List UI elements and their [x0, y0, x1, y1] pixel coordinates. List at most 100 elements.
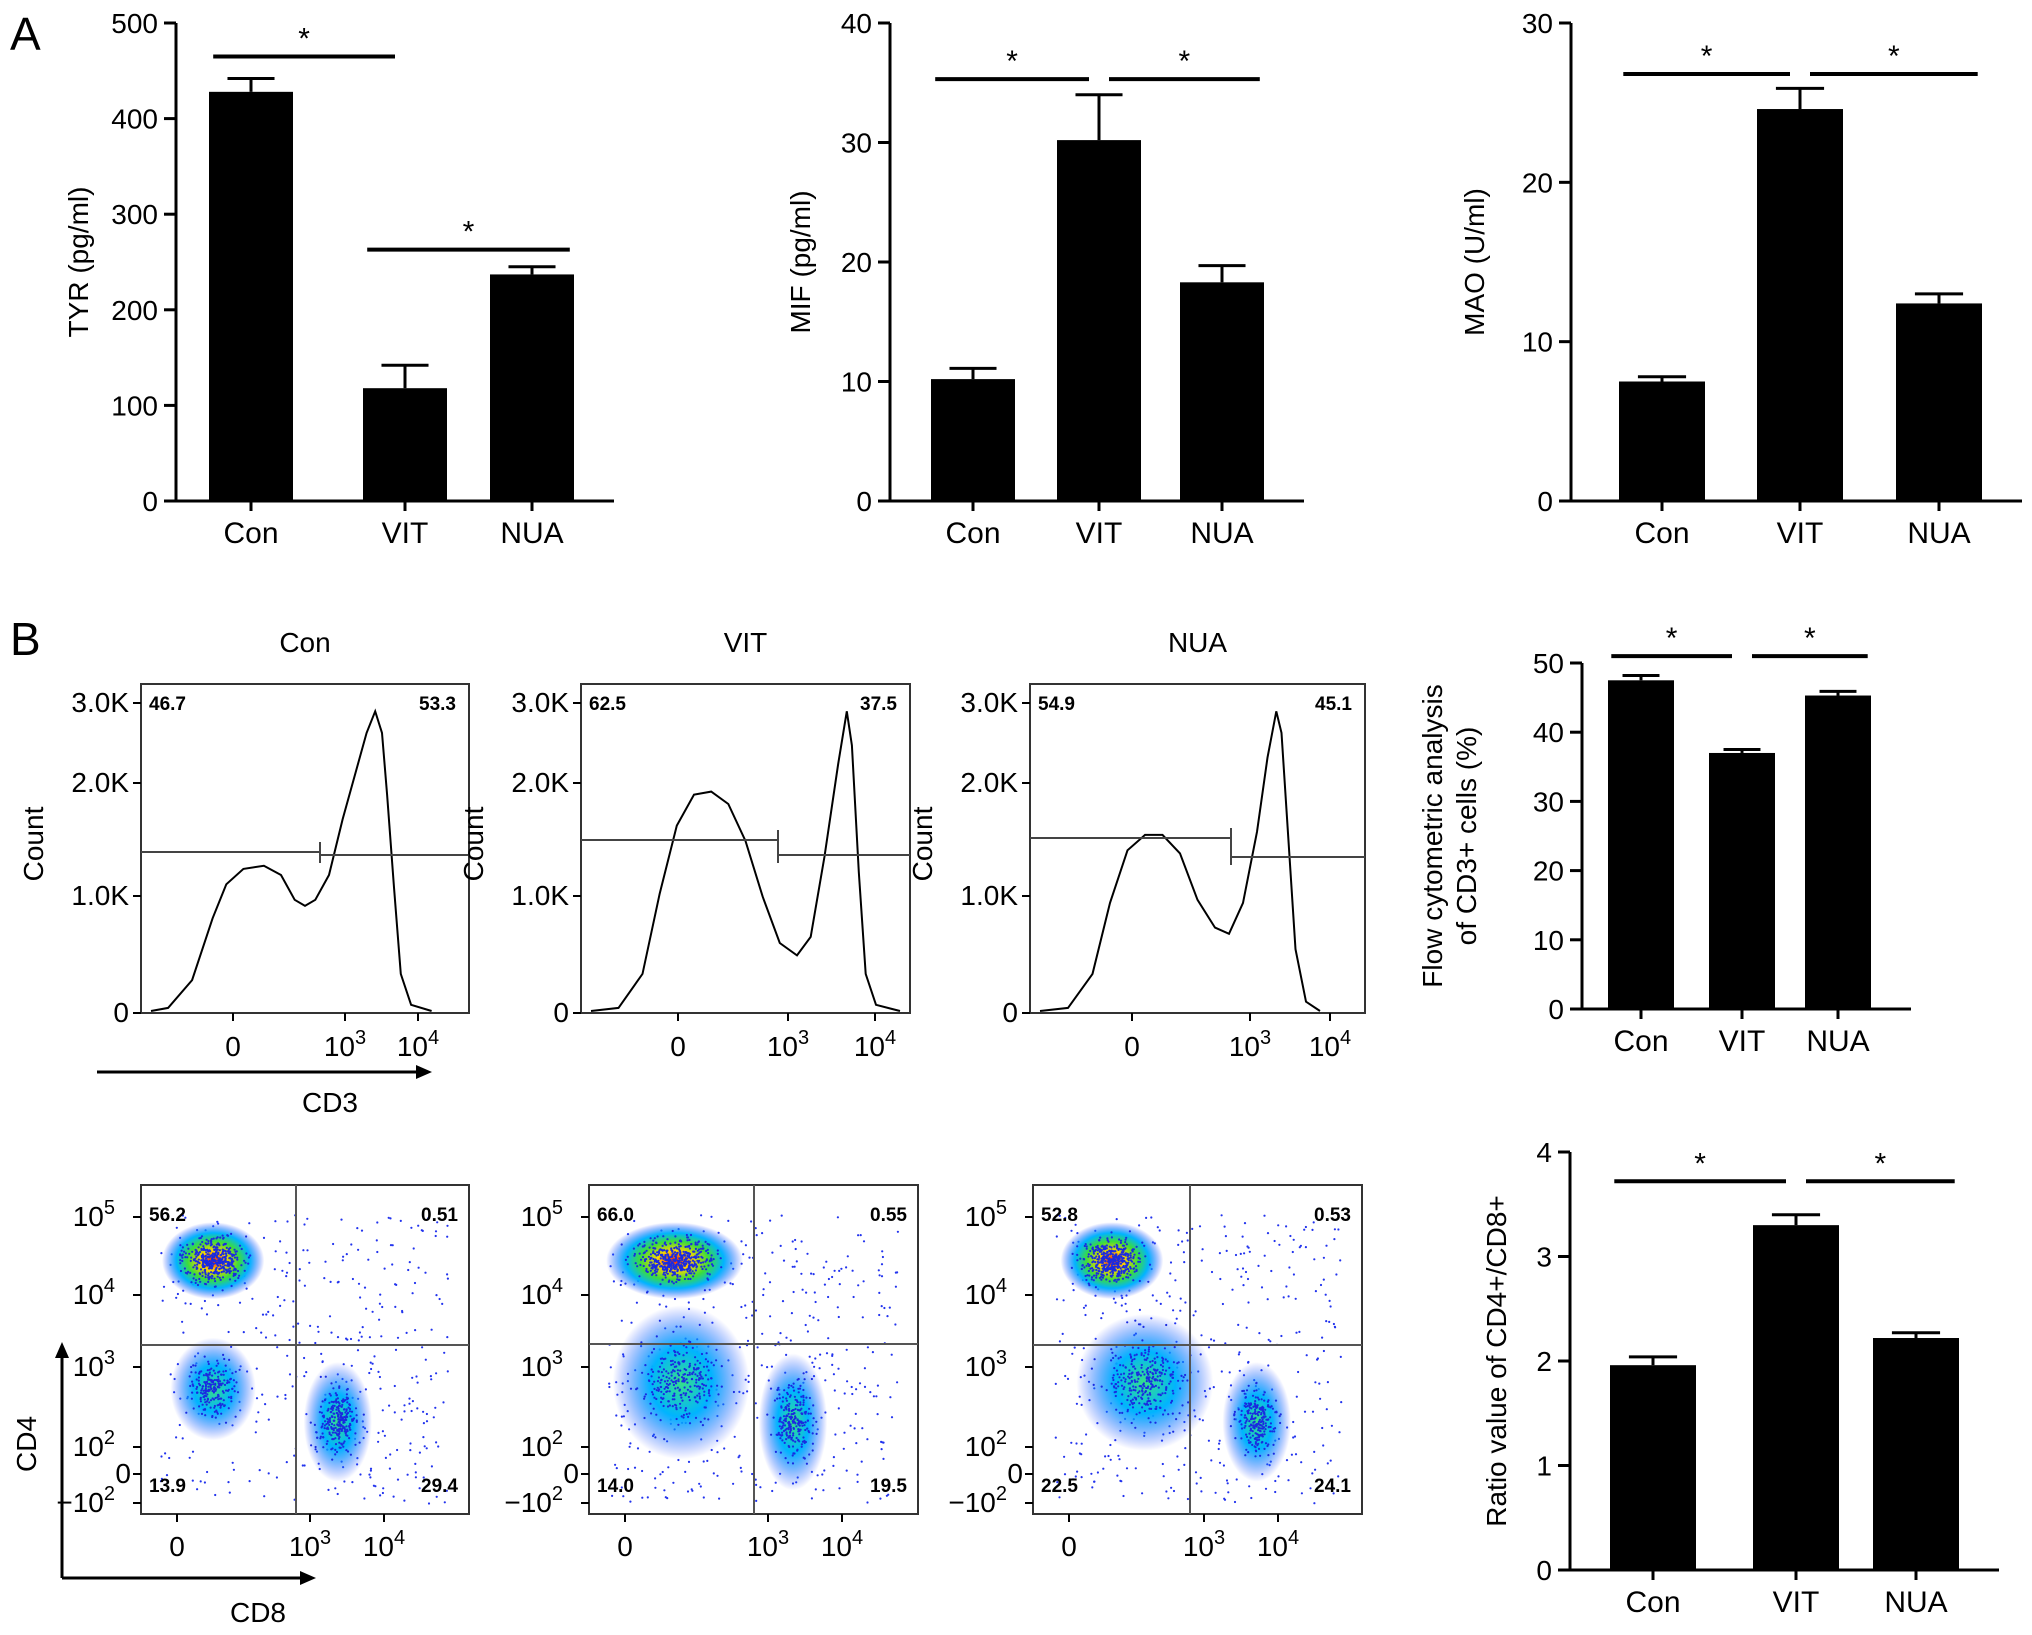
dotplot-event — [337, 1407, 340, 1410]
dotplot-event — [1305, 1354, 1308, 1357]
dotplot-event — [1085, 1433, 1088, 1436]
dotplot-event — [1096, 1471, 1099, 1474]
dotplot-event — [1141, 1389, 1144, 1392]
dotplot-event — [1162, 1413, 1165, 1416]
dotplot-event — [230, 1261, 234, 1264]
dotplot-event — [369, 1469, 372, 1472]
dotplot-event — [660, 1378, 663, 1381]
dotplot-event — [1234, 1437, 1237, 1440]
dotplot-event — [797, 1422, 800, 1425]
dotplot-x-tick-label: 0 — [169, 1531, 185, 1562]
dotplot-event — [217, 1362, 220, 1365]
dotplot-event — [233, 1254, 236, 1257]
histogram-y-axis-label: Count — [907, 806, 938, 881]
dotplot-event — [408, 1397, 411, 1400]
dotplot-event — [1322, 1278, 1325, 1281]
dotplot-event — [1119, 1253, 1122, 1256]
dotplot-event — [207, 1274, 210, 1277]
dotplot-event — [782, 1409, 786, 1412]
dotplot-event — [1086, 1262, 1090, 1265]
dotplot-event — [648, 1450, 651, 1453]
dotplot-event — [236, 1256, 239, 1259]
dotplot-event — [1300, 1492, 1303, 1495]
dotplot-event — [676, 1351, 679, 1354]
dotplot-event — [1100, 1250, 1103, 1253]
dotplot-event — [755, 1499, 758, 1502]
dotplot-event — [1221, 1302, 1224, 1306]
dotplot-event — [1054, 1436, 1057, 1439]
dotplot-event — [851, 1392, 854, 1396]
dotplot-event — [638, 1242, 641, 1245]
dotplot-event — [1144, 1349, 1147, 1352]
dotplot-event — [202, 1258, 205, 1261]
dotplot-event — [772, 1416, 775, 1419]
dotplot-event — [393, 1384, 396, 1388]
dotplot-event — [661, 1278, 664, 1281]
dotplot-event — [1292, 1420, 1295, 1424]
dotplot-q1-percent: 66.0 — [597, 1205, 634, 1226]
dotplot-event — [620, 1243, 623, 1246]
dotplot-event — [342, 1398, 345, 1401]
dotplot-event — [1144, 1403, 1147, 1406]
dotplot-event — [1140, 1353, 1143, 1356]
dotplot-event — [739, 1466, 742, 1469]
dotplot-event — [1086, 1274, 1089, 1277]
ratio-y-tick-label: 2 — [1536, 1346, 1552, 1377]
dotplot-event — [1156, 1226, 1159, 1229]
dotplot-event — [409, 1442, 412, 1445]
dotplot-event — [338, 1386, 341, 1389]
dotplot-event — [1137, 1395, 1140, 1398]
dotplot-event — [340, 1429, 343, 1432]
dotplot-event — [1129, 1265, 1132, 1269]
dotplot-event — [673, 1361, 677, 1364]
dotplot-event — [332, 1387, 335, 1390]
histogram-x-tick-label: 104 — [854, 1027, 896, 1062]
dotplot-event — [329, 1394, 332, 1397]
dotplot-event — [1084, 1304, 1087, 1307]
dotplot-event — [1262, 1416, 1265, 1419]
dotplot-event — [181, 1214, 184, 1217]
dotplot-event — [696, 1253, 699, 1256]
dotplot-event — [1148, 1263, 1152, 1266]
dotplot-event — [1161, 1392, 1164, 1395]
dotplot-event — [684, 1407, 688, 1410]
dotplot-event — [1170, 1399, 1174, 1402]
dotplot-event — [785, 1399, 789, 1402]
dotplot-event — [206, 1263, 209, 1266]
cd3-axis-arrowhead — [416, 1065, 432, 1079]
dotplot-event — [720, 1266, 723, 1269]
dotplot-event — [782, 1259, 786, 1262]
dotplot-event — [430, 1465, 433, 1468]
dotplot-event — [1080, 1442, 1083, 1445]
dotplot-event — [804, 1323, 807, 1327]
dotplot-event — [665, 1390, 668, 1393]
dotplot-event — [796, 1449, 799, 1452]
dotplot-event — [211, 1275, 214, 1278]
histogram-frame — [580, 683, 911, 1014]
dotplot-event — [825, 1260, 828, 1263]
dotplot-event — [1126, 1272, 1129, 1275]
dotplot-event — [1166, 1291, 1169, 1294]
dotplot-event — [701, 1244, 704, 1247]
dotplot-event — [1076, 1253, 1079, 1256]
dotplot-event — [654, 1436, 657, 1439]
dotplot-event — [188, 1375, 191, 1378]
histogram-left-percent: 46.7 — [149, 694, 186, 715]
dotplot-event — [324, 1398, 327, 1401]
dotplot-event — [679, 1402, 682, 1405]
dotplot-event — [823, 1283, 827, 1286]
dotplot-event — [383, 1434, 386, 1437]
dotplot-event — [669, 1359, 673, 1363]
dotplot-event — [213, 1277, 216, 1280]
dotplot-event — [770, 1433, 773, 1436]
dotplot-event — [650, 1375, 653, 1378]
dotplot-event — [1159, 1400, 1162, 1403]
dotplot-event — [658, 1365, 662, 1368]
dotplot-event — [1186, 1379, 1189, 1382]
dotplot-event — [1261, 1425, 1264, 1428]
dotplot-event — [679, 1252, 682, 1255]
dotplot-event — [1217, 1447, 1220, 1451]
ratio-y-tick-label: 3 — [1536, 1242, 1552, 1273]
dotplot-event — [195, 1260, 198, 1263]
cd3-y-tick-label: 20 — [1533, 856, 1564, 887]
